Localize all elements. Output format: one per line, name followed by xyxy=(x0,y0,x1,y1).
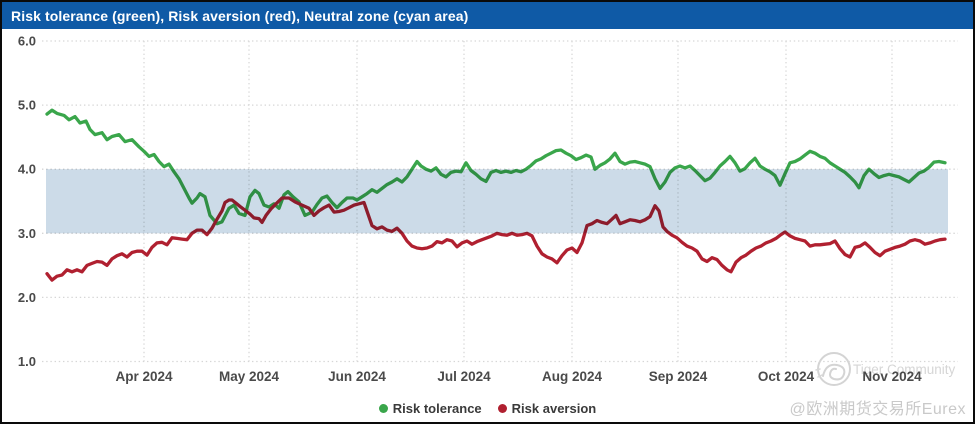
x-axis-label: Oct 2024 xyxy=(758,369,815,384)
x-axis-label: Jul 2024 xyxy=(437,369,491,384)
tiger-logo-icon-whiskers xyxy=(815,368,823,378)
y-axis-label: 4.0 xyxy=(18,162,36,177)
x-axis-label: May 2024 xyxy=(219,369,280,384)
y-axis-label: 6.0 xyxy=(18,34,36,49)
x-axis-label: Apr 2024 xyxy=(115,369,173,384)
neutral-zone-band xyxy=(46,169,948,234)
x-axis-label: Nov 2024 xyxy=(862,369,922,384)
x-axis-label: Aug 2024 xyxy=(542,369,603,384)
x-axis-label: Jun 2024 xyxy=(328,369,386,384)
tiger-logo-icon-curl xyxy=(822,363,846,381)
y-axis-label: 1.0 xyxy=(18,354,36,369)
y-axis-label: 3.0 xyxy=(18,226,36,241)
x-axis-label: Sep 2024 xyxy=(649,369,708,384)
y-axis-label: 2.0 xyxy=(18,290,36,305)
y-axis-label: 5.0 xyxy=(18,98,36,113)
chart-title: Risk tolerance (green), Risk aversion (r… xyxy=(11,7,469,24)
chart-title-bar: Risk tolerance (green), Risk aversion (r… xyxy=(2,2,973,29)
tiger-logo-watermark: Tiger Community xyxy=(815,352,956,386)
chart-svg: Tiger Community 6.0 5.0 4.0 3.0 2.0 1.0 Apr 20… xyxy=(18,34,958,386)
tiger-community-label: Tiger Community xyxy=(853,362,956,377)
